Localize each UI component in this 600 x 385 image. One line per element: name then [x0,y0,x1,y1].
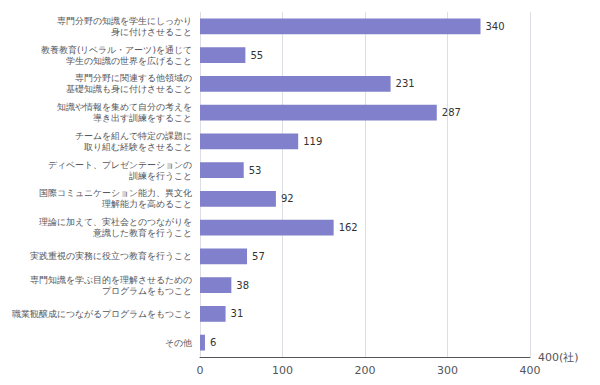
svg-text:287: 287 [442,107,461,118]
svg-text:31: 31 [231,308,244,319]
svg-text:基礎知識も身に付けさせること: 基礎知識も身に付けさせること [66,84,192,94]
svg-text:職業観醸成につながるプログラムをもつこと: 職業観醸成につながるプログラムをもつこと [12,309,192,319]
svg-text:身に付けさせること: 身に付けさせること [111,27,192,37]
svg-text:専門分野に関連する他領域の: 専門分野に関連する他領域の [75,73,192,83]
svg-text:119: 119 [303,136,322,147]
svg-text:導き出す訓練をすること: 導き出す訓練をすること [93,113,192,123]
svg-text:意識した教育を行うこと: 意識した教育を行うこと [92,228,192,238]
svg-text:0: 0 [197,364,204,377]
svg-text:92: 92 [281,193,294,204]
svg-text:100: 100 [272,364,293,377]
svg-text:取り組む経験をさせること: 取り組む経験をさせること [84,142,192,152]
svg-text:162: 162 [339,222,358,233]
svg-text:200: 200 [355,364,376,377]
svg-text:53: 53 [249,165,262,176]
svg-text:340: 340 [486,21,505,32]
svg-text:300: 300 [437,364,458,377]
svg-text:理論に加えて、実社会とのつながりを: 理論に加えて、実社会とのつながりを [39,217,192,227]
svg-text:231: 231 [396,78,415,89]
svg-text:プログラムをもつこと: プログラムをもつこと [102,286,192,296]
svg-text:400(社): 400(社) [538,351,579,364]
svg-text:6: 6 [210,337,216,348]
svg-text:専門知識を学ぶ目的を理解させるための: 専門知識を学ぶ目的を理解させるための [30,275,192,285]
svg-text:ディベート、プレゼンテーションの: ディベート、プレゼンテーションの [48,160,192,170]
svg-text:知識や情報を集めて自分の考えを: 知識や情報を集めて自分の考えを [57,102,192,112]
svg-text:55: 55 [250,50,263,61]
svg-text:38: 38 [236,280,249,291]
svg-text:その他: その他 [165,338,192,348]
svg-text:国際コミュニケーション能力、異文化: 国際コミュニケーション能力、異文化 [39,188,192,198]
svg-text:学生の知識の世界を広げること: 学生の知識の世界を広げること [66,56,192,66]
svg-text:400: 400 [520,364,541,377]
svg-text:教養教育(リベラル・アーツ)を通じて: 教養教育(リベラル・アーツ)を通じて [41,45,192,55]
svg-text:57: 57 [252,251,265,262]
svg-text:チームを組んで特定の課題に: チームを組んで特定の課題に [75,131,192,141]
svg-text:理解能力を高めること: 理解能力を高めること [102,199,192,209]
svg-text:実践重視の実務に役立つ教育を行うこと: 実践重視の実務に役立つ教育を行うこと [30,251,192,261]
svg-text:専門分野の知識を学生にしっかり: 専門分野の知識を学生にしっかり [57,16,192,26]
svg-text:訓練を行うこと: 訓練を行うこと [129,171,192,181]
